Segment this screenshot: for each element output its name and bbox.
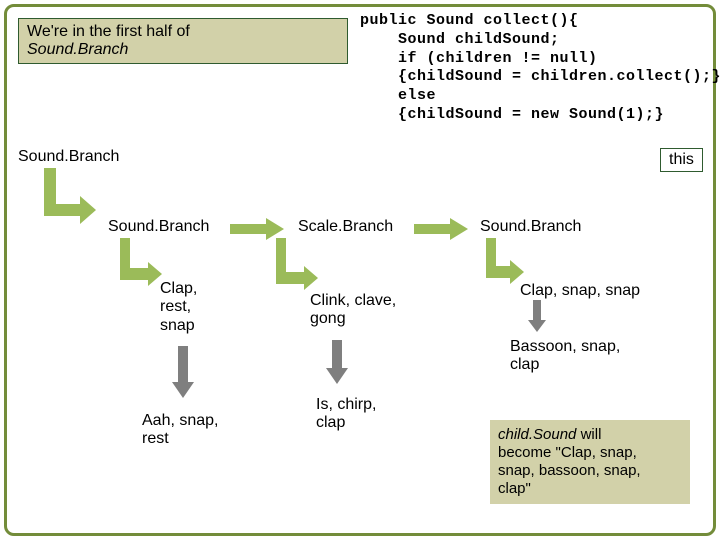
context-line1: We're in the first half of [27, 23, 339, 41]
note-box: child.Sound will become "Clap, snap, sna… [490, 420, 690, 504]
elbow-arrow-icon [114, 238, 162, 292]
elbow-arrow-icon [480, 238, 524, 288]
context-box: We're in the first half of Sound.Branch [18, 18, 348, 64]
right-arrow-icon [230, 218, 284, 240]
right-arrow-icon [414, 218, 468, 240]
node-soundbranch-2: Sound.Branch [480, 218, 581, 236]
tree-root: Sound.Branch [18, 148, 119, 166]
elbow-arrow-icon [36, 168, 96, 228]
node-soundbranch-1: Sound.Branch [108, 218, 209, 236]
leaf-clink-clave-gong: Clink, clave, gong [310, 292, 396, 329]
down-arrow-icon [172, 346, 194, 398]
this-box: this [660, 148, 703, 172]
note-italic: child.Sound [498, 426, 576, 443]
node-scalebranch: Scale.Branch [298, 218, 393, 236]
leaf-clap-snap-snap: Clap, snap, snap [520, 282, 640, 300]
leaf-aah-snap-rest: Aah, snap, rest [142, 412, 219, 449]
leaf-clap-rest-snap: Clap, rest, snap [160, 280, 197, 335]
leaf-bassoon-snap-clap: Bassoon, snap, clap [510, 338, 620, 375]
down-arrow-icon [528, 300, 546, 332]
elbow-arrow-icon [270, 238, 318, 296]
leaf-is-chirp-clap: Is, chirp, clap [316, 396, 376, 433]
down-arrow-icon [326, 340, 348, 384]
this-label: this [669, 151, 694, 168]
context-line2: Sound.Branch [27, 41, 339, 59]
code-block: public Sound collect(){ Sound childSound… [360, 12, 720, 125]
